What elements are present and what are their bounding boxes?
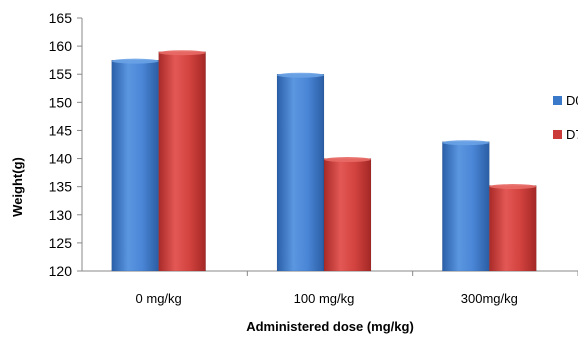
bar-top-highlight bbox=[277, 72, 324, 78]
x-axis-title: Administered dose (mg/kg) bbox=[246, 319, 414, 334]
y-tick-label: 125 bbox=[49, 235, 73, 251]
bars bbox=[111, 50, 537, 272]
y-tick-label: 135 bbox=[49, 179, 73, 195]
bar-top-highlight bbox=[442, 140, 490, 146]
bar-d0-1 bbox=[111, 59, 159, 272]
x-tick-label: 300mg/kg bbox=[461, 291, 518, 306]
y-tick-label: 165 bbox=[49, 10, 73, 26]
legend-label-d7: D7 bbox=[566, 127, 578, 142]
bar-d7-2 bbox=[323, 158, 372, 272]
bar-d7-3 bbox=[489, 185, 537, 272]
x-tick-label: 100 mg/kg bbox=[294, 291, 355, 306]
bar-top-highlight bbox=[324, 157, 371, 163]
y-axis-title: Weight(g) bbox=[10, 157, 25, 217]
bar-top-highlight bbox=[489, 184, 537, 190]
y-tick-label: 160 bbox=[49, 38, 73, 54]
y-tick-label: 145 bbox=[49, 122, 73, 138]
y-tick-label: 140 bbox=[49, 151, 73, 167]
legend: D0 D7 bbox=[553, 93, 578, 142]
bar-d7-1 bbox=[158, 51, 206, 272]
legend-swatch-d7 bbox=[553, 130, 562, 139]
y-tick-label: 120 bbox=[49, 263, 73, 279]
y-tick-label: 130 bbox=[49, 207, 73, 223]
bar-d0-2 bbox=[276, 73, 325, 272]
legend-swatch-d0 bbox=[553, 96, 562, 105]
bar-top-highlight bbox=[111, 58, 159, 64]
y-tick-label: 155 bbox=[49, 66, 73, 82]
x-tick-label: 0 mg/kg bbox=[136, 291, 182, 306]
bar-d0-3 bbox=[442, 141, 490, 272]
bar-top-highlight bbox=[158, 50, 206, 56]
legend-label-d0: D0 bbox=[566, 93, 578, 108]
axis-labels: 120 125 130 135 140 145 150 155 160 165 0 mg/kg 100… bbox=[49, 10, 518, 306]
y-tick-label: 150 bbox=[49, 94, 73, 110]
